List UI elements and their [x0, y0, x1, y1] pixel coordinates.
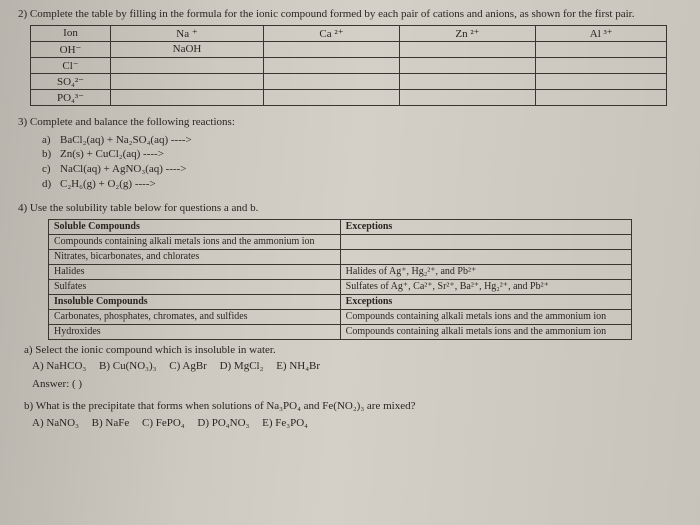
- q2-h2: Ca ²⁺: [263, 25, 399, 41]
- q2-h4: Al ³⁺: [535, 25, 667, 41]
- q4a-opt-b: B) Cu(NO₃)₃: [99, 360, 156, 372]
- q2-r0c4: [535, 41, 667, 57]
- q3-reactions: a)BaCl₂(aq) + Na₂SO₄(aq) ----> b)Zn(s) +…: [42, 133, 682, 192]
- rxn-b-lbl: b): [42, 147, 60, 162]
- q2-r3c3: [399, 89, 535, 105]
- q2-h1: Na ⁺: [111, 25, 264, 41]
- q2-r1c3: [399, 57, 535, 73]
- rxn-c-lbl: c): [42, 162, 60, 177]
- q4b-opt-c: C) FePO₄: [142, 417, 185, 429]
- q4a-opt-e: E) NH₄Br: [276, 360, 320, 372]
- sol-r0c0: Compounds containing alkali metals ions …: [49, 234, 341, 249]
- q2-r2c0: SO₄²⁻: [31, 73, 111, 89]
- q4b-opt-e: E) Fe₃PO₄: [262, 417, 308, 429]
- rxn-a: a)BaCl₂(aq) + Na₂SO₄(aq) ---->: [42, 133, 682, 148]
- q2-r2c4: [535, 73, 667, 89]
- rxn-a-txt: BaCl₂(aq) + Na₂SO₄(aq) ---->: [60, 134, 192, 146]
- q4b-options: A) NaNO₃ B) NaFe C) FePO₄ D) PO₄NO₃ E) F…: [32, 417, 682, 429]
- rxn-d: d)C₂H₆(g) + O₂(g) ---->: [42, 177, 682, 192]
- table-row: Cl⁻: [31, 57, 667, 73]
- q4a-opt-a: A) NaHCO₃: [32, 360, 86, 372]
- question-2: 2) Complete the table by filling in the …: [18, 8, 682, 106]
- rxn-c-txt: NaCl(aq) + AgNO₃(aq) ---->: [60, 163, 187, 175]
- q4b-opt-d: D) PO₄NO₃: [197, 417, 249, 429]
- table-row: HydroxidesCompounds containing alkali me…: [49, 324, 632, 339]
- ins-r1c0: Hydroxides: [49, 324, 341, 339]
- q4a-answer: Answer: ( ): [32, 378, 682, 390]
- q2-header-row: Ion Na ⁺ Ca ²⁺ Zn ²⁺ Al ³⁺: [31, 25, 667, 41]
- q3-instruction: 3) Complete and balance the following re…: [18, 116, 682, 130]
- rxn-a-lbl: a): [42, 133, 60, 148]
- sol-r3c1: Sulfates of Ag⁺, Ca²⁺, Sr²⁺, Ba²⁺, Hg₂²⁺…: [340, 279, 632, 294]
- sol-r1c1: [340, 249, 632, 264]
- q4b-question: b) What is the precipitate that forms wh…: [24, 400, 682, 414]
- q2-r0c1: NaOH: [111, 41, 264, 57]
- q2-r1c1: [111, 57, 264, 73]
- rxn-b: b)Zn(s) + CuCl₂(aq) ---->: [42, 147, 682, 162]
- rxn-d-txt: C₂H₆(g) + O₂(g) ---->: [60, 178, 156, 190]
- sol-r1c0: Nitrates, bicarbonates, and chlorates: [49, 249, 341, 264]
- table-row: Nitrates, bicarbonates, and chlorates: [49, 249, 632, 264]
- sol-h1: Soluble Compounds: [49, 219, 341, 234]
- q4a-opt-d: D) MgCl₂: [220, 360, 264, 372]
- q2-r1c0: Cl⁻: [31, 57, 111, 73]
- q4a-opt-c: C) AgBr: [169, 360, 207, 372]
- table-row: SO₄²⁻: [31, 73, 667, 89]
- sol-r3c0: Sulfates: [49, 279, 341, 294]
- q4b-opt-a: A) NaNO₃: [32, 417, 79, 429]
- table-row: Compounds containing alkali metals ions …: [49, 234, 632, 249]
- q4a-question: a) Select the ionic compound which is in…: [24, 344, 682, 358]
- rxn-b-txt: Zn(s) + CuCl₂(aq) ---->: [60, 148, 164, 160]
- ins-r0c0: Carbonates, phosphates, chromates, and s…: [49, 309, 341, 324]
- ins-r0c1: Compounds containing alkali metals ions …: [340, 309, 632, 324]
- solubility-table: Soluble Compounds Exceptions Compounds c…: [48, 219, 632, 340]
- q2-instruction: 2) Complete the table by filling in the …: [18, 8, 682, 22]
- q2-r1c4: [535, 57, 667, 73]
- q2-h0: Ion: [31, 25, 111, 41]
- question-3: 3) Complete and balance the following re…: [18, 116, 682, 192]
- q2-r0c3: [399, 41, 535, 57]
- q2-r3c2: [263, 89, 399, 105]
- q4b-opt-b: B) NaFe: [92, 417, 130, 429]
- q2-table: Ion Na ⁺ Ca ²⁺ Zn ²⁺ Al ³⁺ OH⁻ NaOH Cl⁻ …: [30, 25, 667, 106]
- ins-h2: Exceptions: [340, 294, 632, 309]
- question-4: 4) Use the solubility table below for qu…: [18, 202, 682, 429]
- q2-r2c3: [399, 73, 535, 89]
- q2-r0c2: [263, 41, 399, 57]
- q2-r2c2: [263, 73, 399, 89]
- ins-h1: Insoluble Compounds: [49, 294, 341, 309]
- sol-header: Soluble Compounds Exceptions: [49, 219, 632, 234]
- q2-r3c4: [535, 89, 667, 105]
- table-row: PO₄³⁻: [31, 89, 667, 105]
- ins-r1c1: Compounds containing alkali metals ions …: [340, 324, 632, 339]
- q4-instruction: 4) Use the solubility table below for qu…: [18, 202, 682, 216]
- sol-h2: Exceptions: [340, 219, 632, 234]
- q2-r1c2: [263, 57, 399, 73]
- ins-header: Insoluble Compounds Exceptions: [49, 294, 632, 309]
- table-row: OH⁻ NaOH: [31, 41, 667, 57]
- q2-r0c0: OH⁻: [31, 41, 111, 57]
- q2-r3c1: [111, 89, 264, 105]
- rxn-d-lbl: d): [42, 177, 60, 192]
- q2-r2c1: [111, 73, 264, 89]
- q4a-options: A) NaHCO₃ B) Cu(NO₃)₃ C) AgBr D) MgCl₂ E…: [32, 360, 682, 372]
- sol-r0c1: [340, 234, 632, 249]
- sol-r2c1: Halides of Ag⁺, Hg₂²⁺, and Pb²⁺: [340, 264, 632, 279]
- table-row: SulfatesSulfates of Ag⁺, Ca²⁺, Sr²⁺, Ba²…: [49, 279, 632, 294]
- q2-h3: Zn ²⁺: [399, 25, 535, 41]
- sol-r2c0: Halides: [49, 264, 341, 279]
- table-row: Carbonates, phosphates, chromates, and s…: [49, 309, 632, 324]
- q2-r3c0: PO₄³⁻: [31, 89, 111, 105]
- table-row: HalidesHalides of Ag⁺, Hg₂²⁺, and Pb²⁺: [49, 264, 632, 279]
- rxn-c: c)NaCl(aq) + AgNO₃(aq) ---->: [42, 162, 682, 177]
